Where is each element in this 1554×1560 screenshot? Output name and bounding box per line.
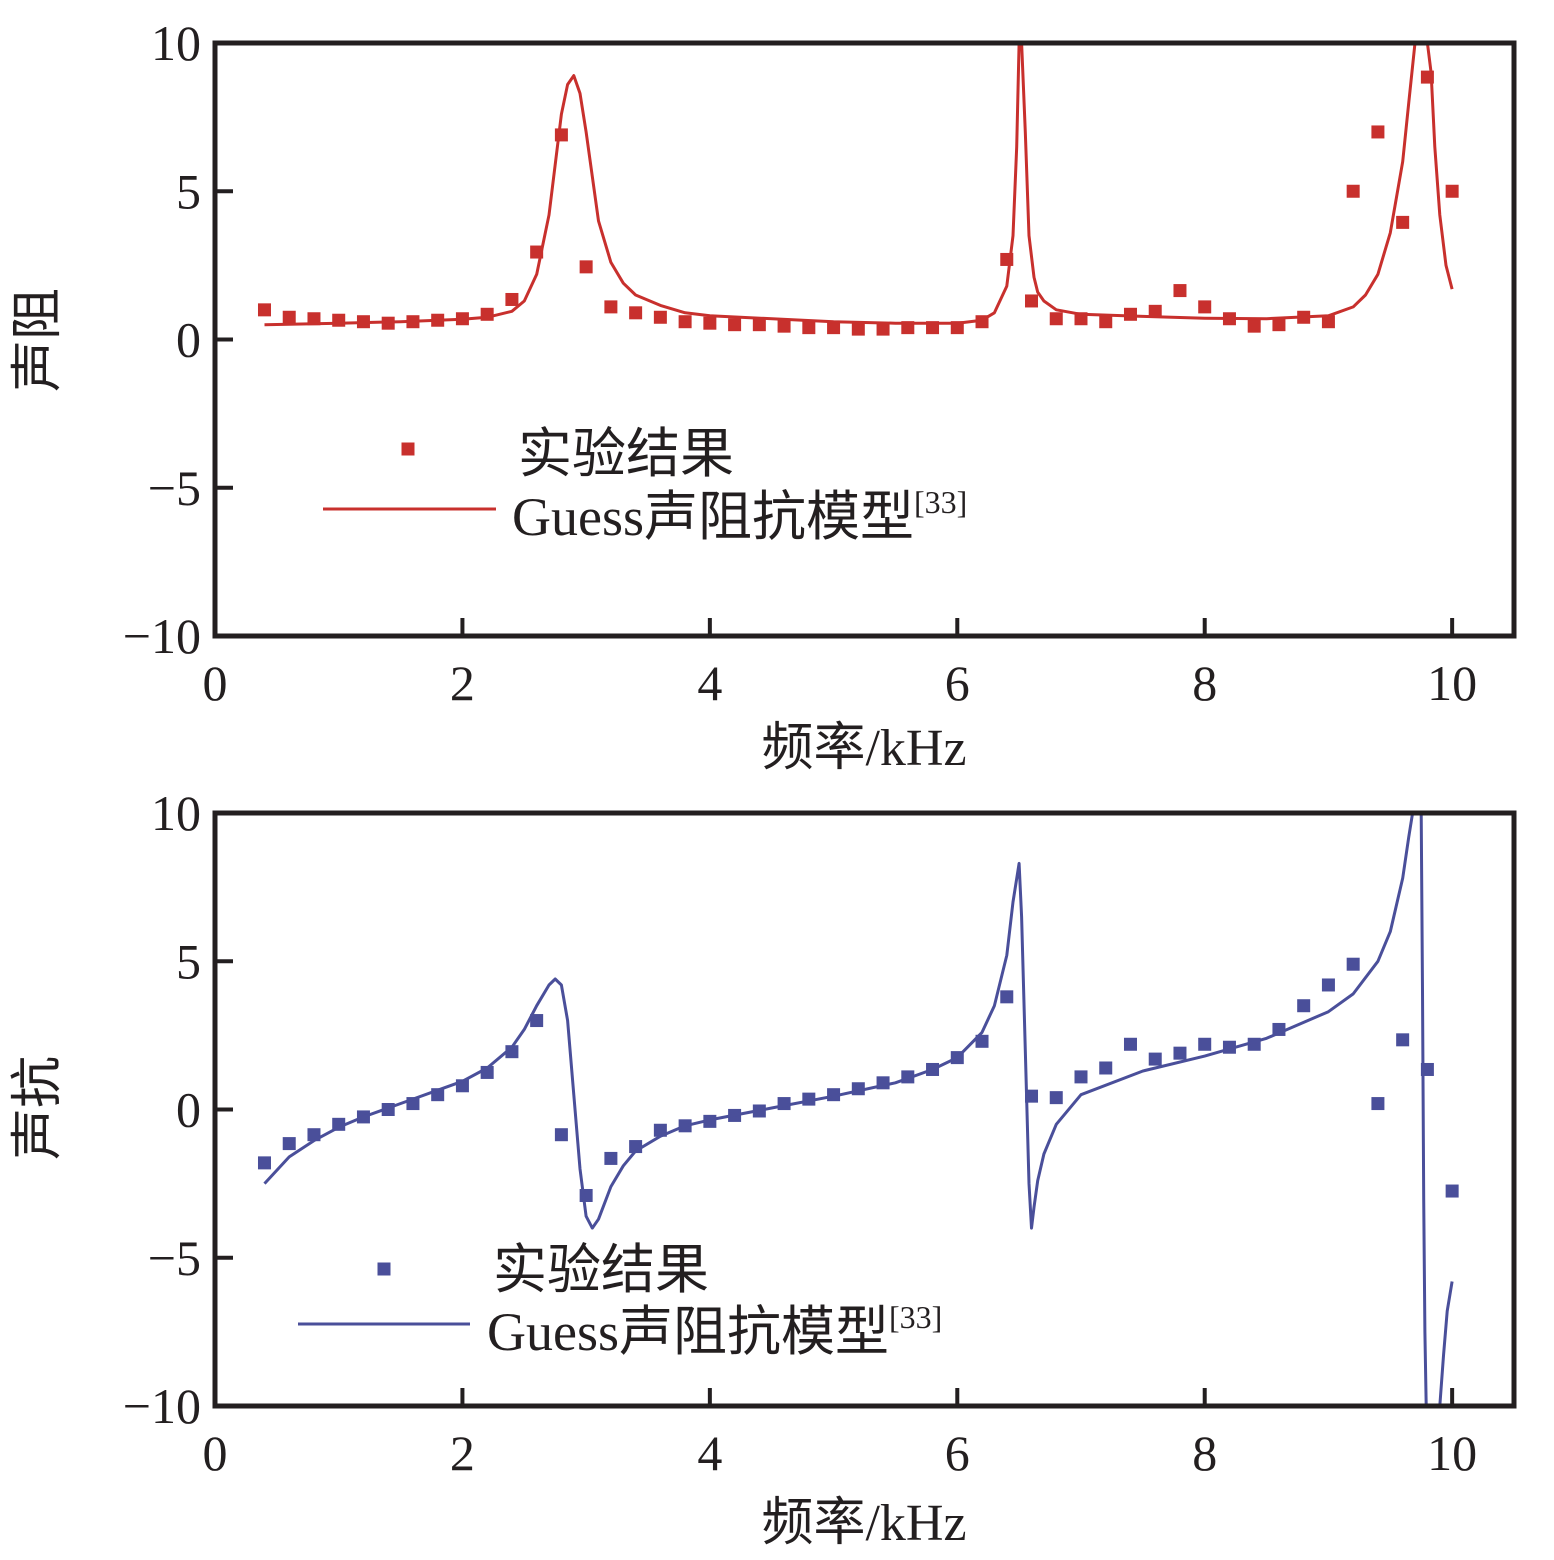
x-tick-label: 10 xyxy=(1427,655,1477,711)
x-axis-title: 频率/kHz xyxy=(761,1495,966,1552)
data-point xyxy=(1025,1089,1039,1103)
model-curve xyxy=(1438,1281,1454,1406)
model-curve xyxy=(264,43,1454,327)
x-axis-title: 频率/kHz xyxy=(761,720,966,777)
data-point xyxy=(777,319,791,333)
legend-label-model: Guess声阻抗模型[33] xyxy=(487,1299,942,1362)
legend-citation: [33] xyxy=(889,1299,942,1335)
data-point xyxy=(703,316,717,330)
data-point xyxy=(1148,304,1162,318)
data-point xyxy=(1247,319,1261,333)
plot-frame xyxy=(212,810,1517,1409)
data-point xyxy=(257,303,271,317)
data-point xyxy=(554,1128,568,1142)
plot-area xyxy=(257,43,1459,336)
data-point xyxy=(1396,215,1410,229)
y-tick-label: −5 xyxy=(148,1230,201,1286)
data-point xyxy=(1297,999,1311,1013)
legend-label-model: Guess声阻抗模型[33] xyxy=(512,484,967,547)
data-point xyxy=(1148,1052,1162,1066)
x-tick-label: 2 xyxy=(450,655,475,711)
y-tick-label: −10 xyxy=(123,608,201,664)
data-point xyxy=(752,318,766,332)
data-point xyxy=(282,1137,296,1151)
data-point xyxy=(1445,184,1459,198)
data-point xyxy=(678,315,692,329)
data-point xyxy=(827,321,841,335)
data-point xyxy=(1346,957,1360,971)
data-point xyxy=(1445,1184,1459,1198)
x-tick-label: 6 xyxy=(945,655,970,711)
data-point xyxy=(1099,315,1113,329)
resistance-chart: 0 2 4 6 8 10 −10 −5 0 5 10 频率/kHz 声阻实验结果Guess声阻抗模型[3… xyxy=(10,15,1517,777)
y-tick-label: 10 xyxy=(151,15,201,71)
x-tick-label: 4 xyxy=(697,1425,722,1481)
legend-citation: [33] xyxy=(914,484,967,520)
data-point xyxy=(1099,1061,1113,1075)
data-point xyxy=(1346,184,1360,198)
y-axis-title: 声抗 xyxy=(10,1056,67,1160)
data-point xyxy=(282,310,296,324)
reactance-chart: 0 2 4 6 8 10 −10 −5 0 5 10 频率/kHz 声抗实验结果Guess声阻抗模型[3… xyxy=(10,785,1517,1552)
data-point xyxy=(653,310,667,324)
x-tick-label: 6 xyxy=(945,1425,970,1481)
model-curve xyxy=(263,813,1415,1230)
data-point xyxy=(1123,1037,1137,1051)
data-point xyxy=(1198,300,1212,314)
data-point xyxy=(1025,294,1039,308)
data-point xyxy=(975,1034,989,1048)
model-curve xyxy=(1419,813,1428,1406)
plot-area xyxy=(257,813,1459,1406)
data-point xyxy=(1396,1033,1410,1047)
data-point xyxy=(1173,1046,1187,1060)
data-point xyxy=(1371,125,1385,139)
data-point xyxy=(579,260,593,274)
y-tick-label: −5 xyxy=(148,460,201,516)
x-tick-label: 2 xyxy=(450,1425,475,1481)
y-tick-label: 0 xyxy=(176,1082,201,1138)
data-point xyxy=(629,306,643,320)
data-point xyxy=(1198,1037,1212,1051)
data-point xyxy=(307,312,321,326)
legend-marker-icon xyxy=(377,1262,391,1276)
x-tick-label: 4 xyxy=(697,655,722,711)
x-tick-label: 0 xyxy=(203,1425,228,1481)
data-point xyxy=(1321,978,1335,992)
data-point xyxy=(1123,307,1137,321)
y-tick-label: 0 xyxy=(176,312,201,368)
y-tick-label: 5 xyxy=(176,163,201,219)
legend-label-experiment: 实验结果 xyxy=(518,424,734,484)
data-point xyxy=(1000,990,1014,1004)
data-point xyxy=(1272,318,1286,332)
plot-frame xyxy=(212,40,1517,639)
data-point xyxy=(1049,312,1063,326)
y-tick-label: 10 xyxy=(151,785,201,841)
data-point xyxy=(505,292,519,306)
data-point xyxy=(604,1151,618,1165)
legend-marker-icon xyxy=(401,442,415,456)
data-point xyxy=(1049,1091,1063,1105)
data-point xyxy=(1371,1097,1385,1111)
y-tick-label: 5 xyxy=(176,933,201,989)
data-point xyxy=(728,318,742,332)
data-point xyxy=(1074,1070,1088,1084)
data-point xyxy=(802,321,816,335)
x-tick-label: 10 xyxy=(1427,1425,1477,1481)
data-point xyxy=(1173,284,1187,298)
legend-label-experiment: 实验结果 xyxy=(493,1240,709,1300)
data-point xyxy=(1321,315,1335,329)
data-point xyxy=(257,1156,271,1170)
data-point xyxy=(530,1014,544,1028)
data-point xyxy=(876,322,890,336)
x-tick-label: 8 xyxy=(1192,1425,1217,1481)
x-tick-label: 0 xyxy=(203,655,228,711)
data-point xyxy=(604,300,618,314)
x-tick-label: 8 xyxy=(1192,655,1217,711)
y-tick-label: −10 xyxy=(123,1378,201,1434)
data-point xyxy=(851,322,865,336)
y-axis-title: 声阻 xyxy=(10,288,67,392)
